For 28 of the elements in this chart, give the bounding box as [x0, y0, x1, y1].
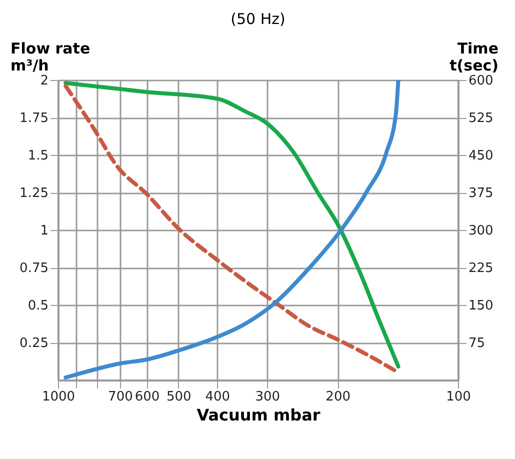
y2-tick-label: 150 — [468, 298, 494, 314]
chart-title: (50 Hz) — [230, 10, 286, 28]
y2-tick-label: 450 — [468, 148, 494, 164]
x-tick-label: 200 — [326, 390, 350, 404]
y2-tick-label: 600 — [468, 74, 494, 88]
y2-tick-label: 300 — [468, 224, 494, 238]
x-tick-label: 600 — [134, 390, 160, 404]
y2-tick-label: 225 — [468, 261, 494, 276]
y-tick-label: 0.25 — [20, 336, 48, 351]
y-tick-label: 1.5 — [28, 148, 48, 164]
x-tick-label: 700 — [108, 390, 133, 404]
x-tick-label: 1000 — [42, 390, 76, 404]
y2-tick-label: 525 — [468, 111, 494, 126]
y2-axis-title: Time t(sec) — [450, 40, 498, 74]
x-tick-label: 100 — [446, 390, 471, 404]
y-axis-title: Flow rate m³/h — [10, 40, 90, 74]
y2-tick-label: 75 — [468, 336, 486, 351]
y-tick-label: 0.75 — [20, 261, 48, 276]
y-tick-label: 1 — [40, 224, 48, 238]
x-tick-label: 300 — [255, 390, 280, 404]
y-tick-label: 1.75 — [20, 111, 48, 126]
x-tick-label: 400 — [205, 390, 230, 404]
y-tick-label: 1.25 — [20, 186, 48, 201]
x-axis-title: Vacuum mbar — [196, 406, 320, 424]
y-tick-label: 2 — [40, 74, 48, 88]
x-tick-label: 500 — [166, 390, 192, 404]
y-tick-label: 0.5 — [28, 298, 48, 314]
y2-tick-label: 375 — [468, 186, 494, 201]
